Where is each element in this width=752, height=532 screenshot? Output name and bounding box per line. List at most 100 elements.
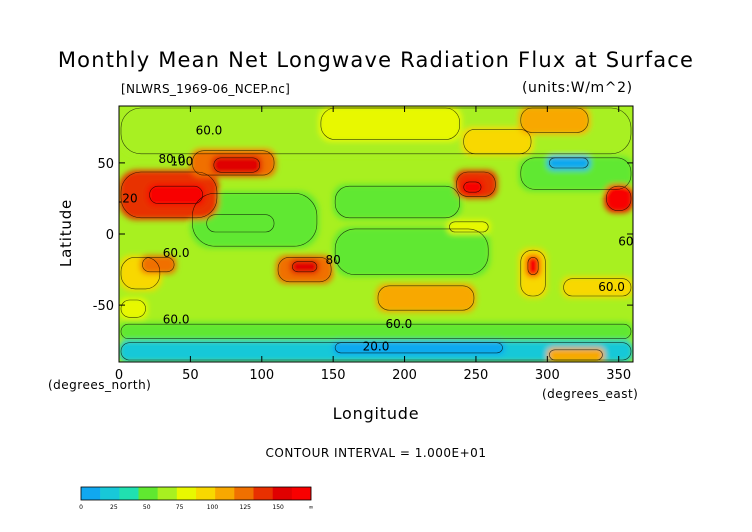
colorbar-swatch: [215, 487, 235, 500]
contour-line: [606, 185, 632, 211]
colorbar-swatch: [196, 487, 216, 500]
contour-line: [527, 257, 539, 275]
x-tick-label: 150: [321, 368, 346, 383]
heatmap-cell: [525, 255, 541, 277]
contour-line: [149, 185, 203, 204]
colorbar-label: 150: [272, 504, 284, 511]
y-axis: 50 0 -50: [93, 157, 633, 314]
file-label: [NLWRS_1969-06_NCEP.nc]: [121, 82, 291, 96]
colorbar-label: 125: [240, 504, 252, 511]
contour-line: [192, 150, 275, 176]
heatmap-cell: [318, 106, 462, 142]
contour-line: [120, 257, 161, 290]
contour-line: [320, 107, 460, 140]
contour-interval: CONTOUR INTERVAL = 1.000E+01: [265, 446, 487, 460]
contour-line: [549, 349, 603, 361]
colorbar-swatch: [272, 487, 293, 500]
heatmap-cell: [376, 283, 476, 313]
heatmap-cell: [290, 259, 319, 274]
heatmap-field: [119, 106, 633, 362]
contour-label: 120: [115, 192, 138, 206]
heatmap-cell: [604, 184, 633, 213]
contour-label: 80: [326, 253, 341, 267]
heatmap-cell: [147, 184, 205, 206]
colorbar-swatch: [291, 487, 312, 500]
contour-line: [292, 261, 318, 273]
x-axis-unit: (degrees_east): [542, 387, 639, 401]
heatmap-cell: [333, 340, 505, 355]
contour-line: [277, 257, 332, 283]
colorbar-swatch: [234, 487, 254, 500]
x-tick-label: 50: [182, 368, 199, 383]
contour-line: [142, 257, 175, 273]
heatmap-cell: [333, 184, 462, 220]
heatmap-cell: [547, 347, 605, 362]
x-axis-label: Longitude: [332, 404, 420, 423]
colorbar-swatch: [81, 487, 101, 500]
x-tick-label: 100: [249, 368, 274, 383]
contour-line: [120, 171, 218, 219]
x-tick-label: 0: [115, 368, 123, 383]
heatmap-cell: [561, 276, 633, 298]
colorbar: 0 25 50 75 100 125 150 ∞: [79, 486, 314, 511]
heatmap-cell: [461, 179, 484, 195]
contour-label: 100: [170, 155, 193, 169]
heatmap-cell: [204, 212, 277, 234]
heatmap-cell: [518, 106, 591, 135]
x-tick-label: 200: [392, 368, 417, 383]
colorbar-label: 0: [79, 504, 83, 511]
colorbar-label: 25: [110, 504, 118, 511]
x-tick-label: 350: [606, 368, 631, 383]
contour-label: 60.0: [163, 246, 190, 260]
colorbar-label: ∞: [309, 504, 314, 511]
chart-title: Monthly Mean Net Longwave Radiation Flux…: [57, 48, 695, 72]
contour-label: 60.0: [196, 123, 223, 137]
heatmap-cell: [119, 298, 148, 320]
colorbar-frame: [80, 486, 312, 501]
heatmap-cell: [119, 322, 633, 341]
x-axis: 0 50 100 150 200 250 300 350: [115, 106, 631, 383]
heatmap-cell: [547, 155, 591, 170]
colorbar-swatch: [100, 487, 120, 500]
heatmap-cell: [333, 226, 491, 277]
y-tick-label: -50: [93, 299, 114, 314]
contour-line: [377, 285, 475, 311]
contour-line: [192, 193, 318, 247]
colorbar-swatch: [176, 487, 197, 500]
colorbar-swatch: [157, 487, 178, 500]
y-tick-label: 0: [106, 228, 114, 243]
colorbar-swatch: [253, 487, 273, 500]
contour-line: [520, 249, 546, 297]
contour-label: 60.0: [598, 280, 625, 294]
contour-line: [334, 228, 489, 275]
contour-label: 60.0: [618, 234, 645, 248]
contour-line: [563, 278, 632, 297]
units-label: (units:W/m^2): [522, 80, 633, 96]
heatmap-cell: [461, 127, 534, 156]
y-tick-label: 50: [97, 157, 114, 172]
contour-line: [334, 185, 460, 219]
heatmap-cell: [447, 219, 491, 234]
contour-line: [463, 129, 532, 155]
contour-line: [463, 181, 482, 193]
y-axis-unit: (degrees_north): [48, 378, 152, 392]
contour-line: [120, 323, 632, 339]
contour-line: [120, 299, 146, 318]
contour-line: [449, 221, 489, 233]
colorbar-label: 100: [207, 504, 219, 511]
contour-line: [213, 157, 261, 173]
contour-line: [334, 342, 503, 354]
x-tick-label: 250: [464, 368, 489, 383]
contour-label: 60.0: [385, 317, 412, 331]
contour-label: 60.0: [163, 313, 190, 327]
heatmap-cell: [211, 155, 262, 175]
contour-line: [549, 157, 589, 169]
contour-line: [206, 214, 275, 233]
contour-label: 20.0: [363, 340, 390, 354]
colorbar-swatch: [138, 487, 158, 500]
colorbar-label: 75: [176, 504, 184, 511]
contour-line: [456, 171, 496, 197]
colorbar-swatch: [119, 487, 139, 500]
